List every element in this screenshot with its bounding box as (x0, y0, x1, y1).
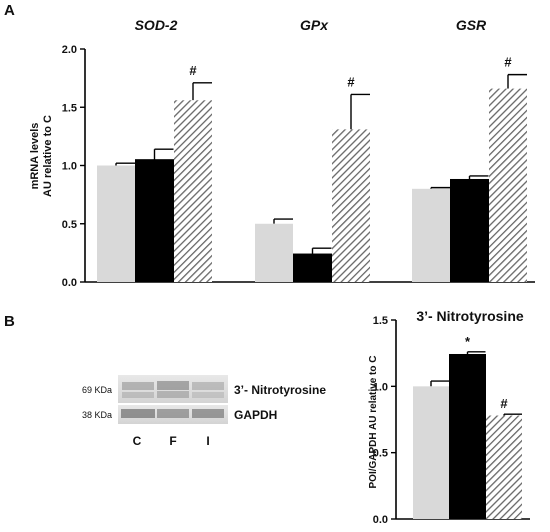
chart-a-y-tick-label: 1.0 (62, 161, 77, 173)
band-gapdh-i (192, 409, 224, 418)
western-blot: 69 KDa 38 KDa 3’- Nitrotyrosine GAPDH C … (82, 375, 326, 448)
chart-a-bar (255, 223, 293, 282)
chart-a: mRNA levels AU relative to C 0.0 0.5 1.0 1.… (29, 17, 535, 289)
chart-a-y-tick-label: 0.0 (62, 277, 77, 289)
band-gapdh-f (157, 409, 189, 418)
band-nitro-c-lower (122, 392, 154, 398)
chart-a-bar (332, 129, 370, 282)
chart-a-bar (97, 165, 135, 282)
chart-a-y-tick-label: 1.5 (62, 102, 77, 114)
chart-a-category-label: SOD-2 (135, 17, 178, 33)
chart-a-ylabel-line2: AU relative to C (42, 115, 54, 197)
chart-b-annotation: * (465, 334, 471, 349)
chart-a-bar (293, 253, 332, 283)
chart-a-bar (450, 178, 489, 283)
chart-b-annotation: # (500, 396, 508, 411)
panel-b-label: B (4, 313, 15, 330)
panel-a-label: A (4, 2, 15, 19)
band-gapdh-c (121, 409, 155, 418)
blot-lane-c: C (133, 434, 142, 448)
band-nitro-c (122, 382, 154, 390)
chart-b: POI/GAPDH AU relative to C 0.0 0.5 1.0 1.5 3… (368, 308, 530, 526)
blot-protein-row-2: GAPDH (234, 408, 277, 422)
chart-b-bar (413, 386, 449, 519)
chart-a-y-tick-label: 0.5 (62, 219, 77, 231)
chart-a-ylabel-line1: mRNA levels (29, 123, 41, 190)
chart-a-category-label: GPx (300, 17, 329, 33)
chart-a-bar (135, 159, 174, 283)
chart-a-annotation: # (504, 55, 512, 70)
chart-b-bar (486, 415, 522, 519)
chart-a-annotation: # (347, 74, 355, 89)
band-nitro-f (157, 381, 189, 390)
chart-a-bar (412, 188, 450, 282)
chart-b-ylabel: POI/GAPDH AU relative to C (368, 356, 379, 489)
band-nitro-i (192, 382, 224, 390)
chart-b-y-tick-label: 0.5 (373, 448, 388, 460)
blot-protein-row-1: 3’- Nitrotyrosine (234, 383, 326, 397)
band-nitro-i-lower (192, 392, 224, 398)
chart-a-bar (174, 100, 212, 282)
blot-kda-row-2: 38 KDa (82, 410, 112, 420)
chart-a-y-tick-label: 2.0 (62, 44, 77, 56)
chart-b-y-tick-label: 1.5 (373, 315, 388, 327)
chart-a-category-label: GSR (456, 17, 487, 33)
chart-b-title: 3’- Nitrotyrosine (416, 308, 524, 324)
blot-kda-row-1: 69 KDa (82, 385, 112, 395)
band-nitro-f-lower (157, 391, 189, 398)
chart-b-y-tick-label: 1.0 (373, 381, 388, 393)
chart-b-bar (449, 353, 486, 520)
chart-a-bar (489, 88, 527, 282)
blot-lane-f: F (169, 434, 176, 448)
chart-b-y-tick-label: 0.0 (373, 514, 388, 526)
blot-bands (121, 381, 224, 418)
chart-a-annotation: # (189, 63, 197, 78)
blot-lane-i: I (206, 434, 209, 448)
